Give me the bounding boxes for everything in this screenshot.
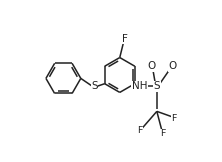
Text: F: F <box>138 126 143 135</box>
Text: O: O <box>148 61 156 71</box>
Text: NH: NH <box>132 81 147 91</box>
Text: F: F <box>122 34 128 44</box>
Text: F: F <box>160 129 165 138</box>
Text: S: S <box>91 81 98 91</box>
Text: O: O <box>168 61 176 71</box>
Text: F: F <box>171 114 177 123</box>
Text: S: S <box>154 81 160 91</box>
